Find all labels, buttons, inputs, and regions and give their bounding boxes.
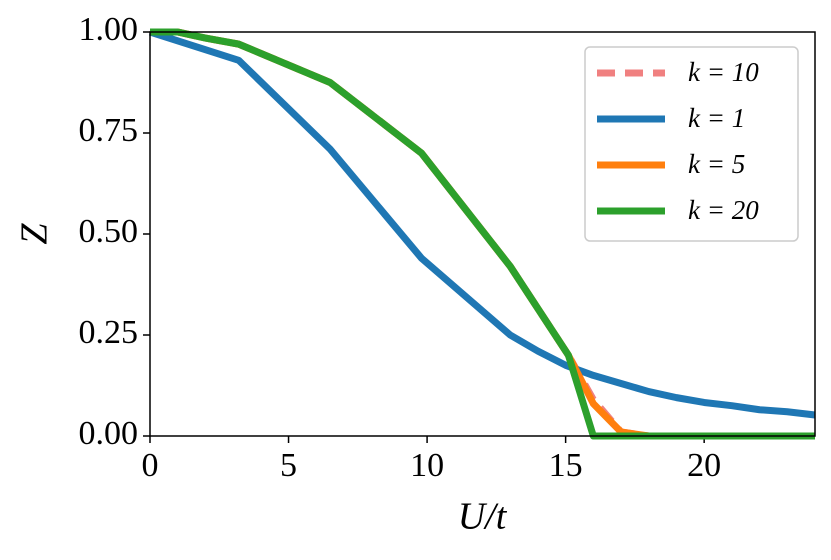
- x-tick-label: 15: [549, 447, 583, 484]
- x-tick-label: 0: [142, 447, 159, 484]
- x-axis-label: U/t: [458, 496, 508, 538]
- x-tick-label: 5: [280, 447, 297, 484]
- y-tick-label: 0.75: [79, 112, 139, 149]
- legend-label: k = 10: [688, 57, 759, 87]
- y-tick-label: 0.50: [79, 213, 139, 250]
- series-line: [148, 28, 816, 419]
- plot-frame: [149, 31, 816, 437]
- y-tick-label: 0.00: [79, 415, 139, 452]
- y-axis-label: Z: [14, 223, 56, 245]
- legend-label: k = 20: [688, 195, 759, 225]
- legend-box: [584, 46, 799, 242]
- y-tick-label: 0.25: [79, 314, 139, 351]
- x-tick-label: 10: [410, 447, 444, 484]
- x-tick-label: 20: [687, 447, 721, 484]
- y-tick-label: 1.00: [79, 11, 139, 48]
- legend-label: k = 5: [688, 149, 745, 179]
- legend-label: k = 1: [688, 103, 745, 133]
